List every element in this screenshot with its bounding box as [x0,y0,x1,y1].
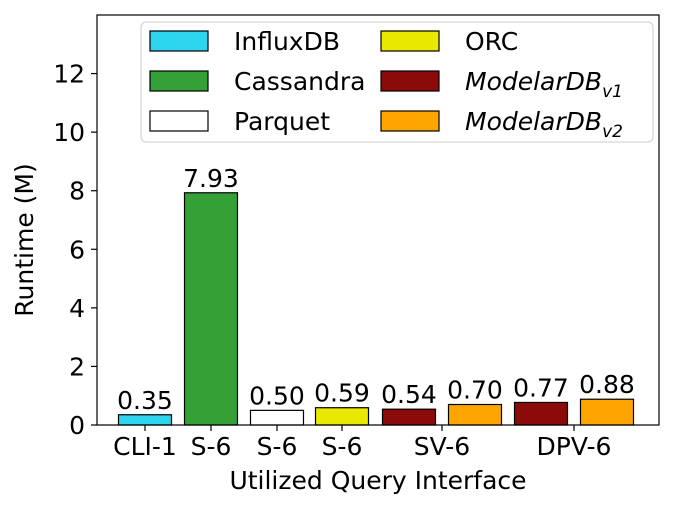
y-tick-label: 2 [69,352,85,381]
y-axis-label: Runtime (M) [10,163,39,316]
bar [117,414,173,426]
legend-label: ORC [465,27,518,56]
legend-swatch [380,30,440,52]
x-tick-label: S-6 [191,432,232,461]
bar [381,408,437,426]
legend-label: Parquet [234,107,330,136]
bars [117,192,635,426]
y-axis: 0 2 4 6 8 10 12 [53,60,97,440]
legend-swatch [149,30,209,52]
bar-value-label: 7.93 [183,164,239,193]
bar [513,401,569,426]
y-tick-label: 8 [69,177,85,206]
x-tick-label: DPV-6 [537,432,612,461]
x-tick-label: SV-6 [414,432,470,461]
x-axis: CLI-1 S-6 S-6 S-6 SV-6 DPV-6 [113,425,611,461]
legend-label: Cassandra [234,67,365,96]
legend-swatch [380,70,440,92]
x-tick-label: S-6 [322,432,363,461]
bar-value-label: 0.77 [513,373,569,402]
y-tick-label: 6 [69,235,85,264]
legend-swatch [149,70,209,92]
x-tick-label: CLI-1 [113,432,177,461]
bar [314,407,370,426]
bar-value-label: 0.70 [447,376,503,405]
bar-value-label: 0.50 [249,381,305,410]
data-labels: 0.35 7.93 0.50 0.59 0.54 0.70 0.77 0.88 [117,164,635,415]
bar [249,409,305,426]
y-tick-label: 12 [53,60,85,89]
bar-value-label: 0.88 [579,370,635,399]
y-tick-label: 10 [53,118,85,147]
legend: InfluxDBCassandraParquetORCModelarDBv1Mo… [140,21,654,143]
bar [183,192,239,426]
legend-swatch [149,110,209,132]
plot-frame [96,14,660,426]
bar [447,403,503,426]
bar-value-label: 0.54 [381,380,437,409]
y-tick-label: 4 [69,294,85,323]
x-axis-label: Utilized Query Interface [229,466,526,495]
bar-value-label: 0.35 [117,386,173,415]
bar-value-label: 0.59 [314,379,370,408]
legend-label: InfluxDB [234,27,340,56]
legend-swatch [380,110,440,132]
y-tick-label: 0 [69,411,85,440]
x-tick-label: S-6 [257,432,298,461]
bar [579,398,635,426]
